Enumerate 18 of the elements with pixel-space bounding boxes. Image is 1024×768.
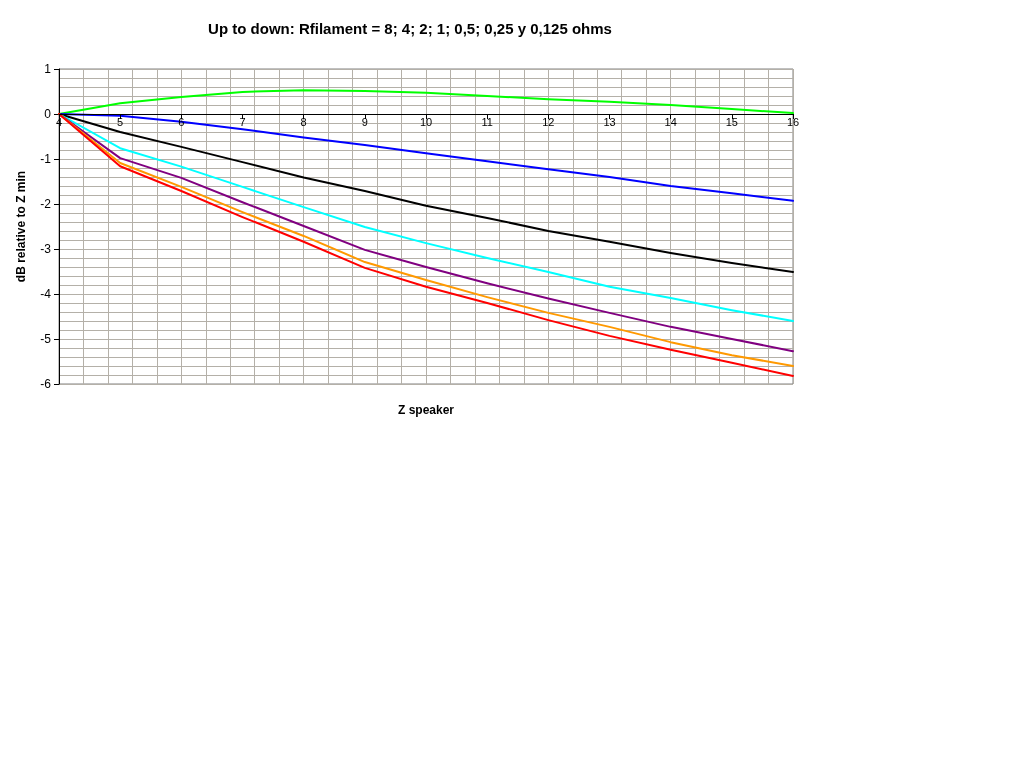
y-axis-title: dB relative to Z min <box>14 170 28 283</box>
chart-title: Up to down: Rfilament = 8; 4; 2; 1; 0,5; 0,25 y 0,125 ohms <box>208 20 612 37</box>
y-tick-label: -6 <box>40 377 52 391</box>
y-tick-label: -3 <box>40 242 52 256</box>
x-axis-title: Z speaker <box>397 403 455 417</box>
y-tick-label: -5 <box>40 332 52 346</box>
x-tick-label: 13 <box>603 115 616 128</box>
x-tick-label: 10 <box>419 115 433 128</box>
y-tick-label: 0 <box>44 107 52 121</box>
x-tick-label: 15 <box>725 115 738 128</box>
x-tick-label: 16 <box>786 115 800 128</box>
y-tick-label: -2 <box>40 197 52 211</box>
x-tick-label: 11 <box>481 115 493 128</box>
y-tick-label: -4 <box>40 287 52 301</box>
y-tick-label: 1 <box>44 62 52 76</box>
y-tick-label: -1 <box>40 152 52 166</box>
x-tick-label: 14 <box>664 115 677 128</box>
x-tick-label: 12 <box>542 115 555 128</box>
